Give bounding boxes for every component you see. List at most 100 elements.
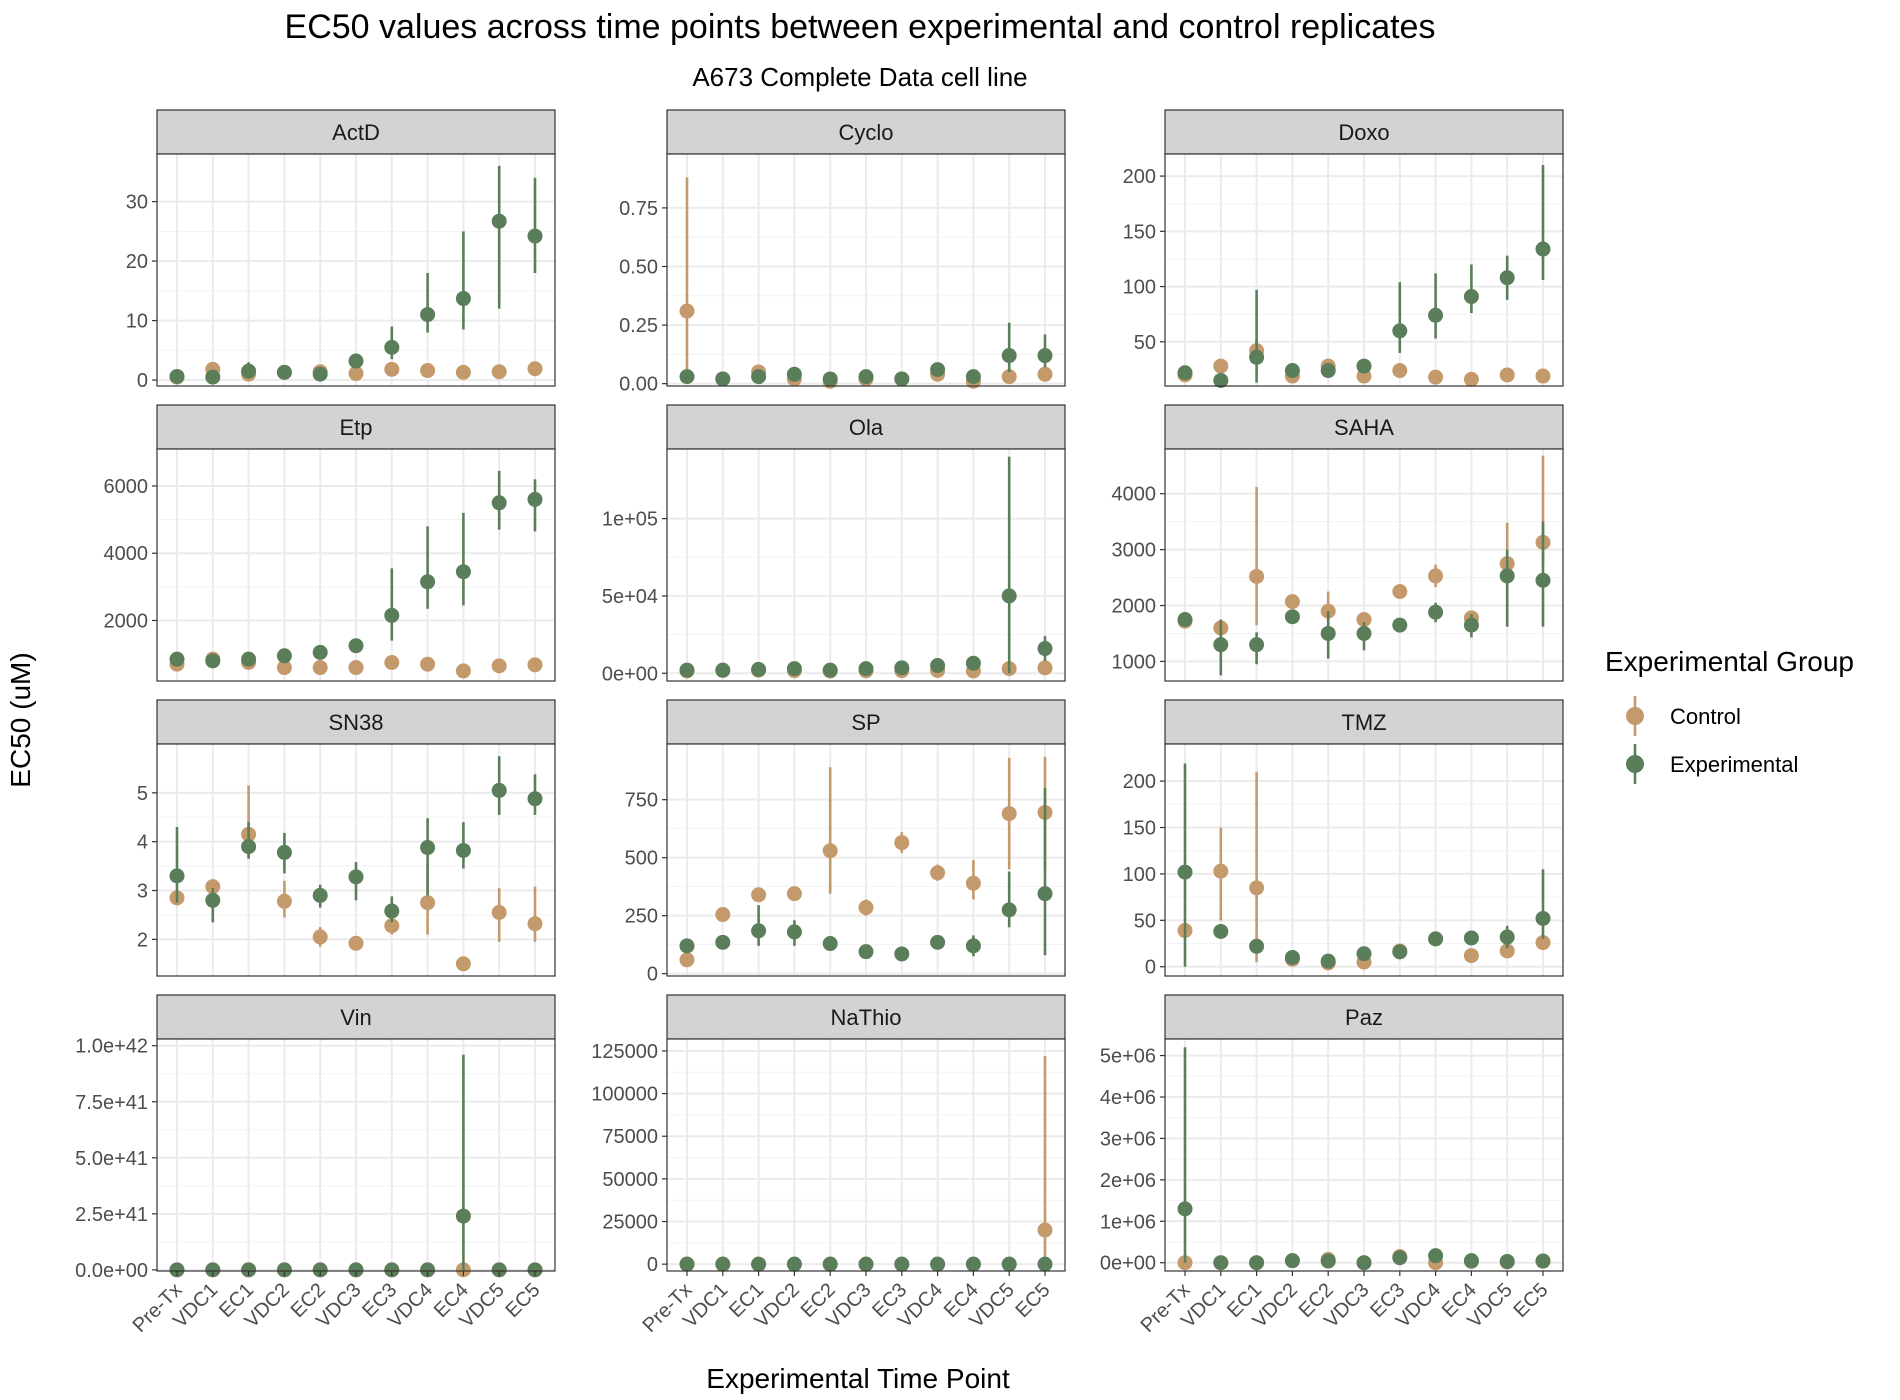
experimental-point [822, 936, 838, 952]
experimental-point [348, 353, 364, 369]
control-point [1249, 880, 1265, 896]
y-tick-label: 200 [1123, 166, 1156, 188]
y-tick-label: 0 [1145, 957, 1156, 979]
experimental-point [715, 662, 731, 678]
experimental-point [420, 840, 436, 856]
experimental-point [205, 892, 221, 908]
y-tick-label: 0.00 [619, 374, 658, 396]
control-point [1499, 943, 1515, 959]
y-tick-label: 200 [1123, 771, 1156, 793]
experimental-point [786, 366, 802, 382]
control-point [1463, 948, 1479, 964]
y-tick-label: 0e+00 [602, 663, 658, 685]
control-point [384, 361, 400, 377]
control-point [384, 918, 400, 934]
experimental-point [1428, 604, 1444, 620]
experimental-point [169, 868, 185, 884]
experimental-point [894, 660, 910, 676]
experimental-point [1001, 348, 1017, 364]
experimental-point [858, 369, 874, 385]
facet-actd: ActD 0 10 20 30 [126, 109, 556, 392]
experimental-point [1428, 307, 1444, 323]
control-point [822, 843, 838, 859]
legend-items: Control Experimental [1626, 696, 1798, 784]
control-point [348, 660, 364, 676]
y-tick-label: 2000 [104, 610, 149, 632]
experimental-point [1535, 1253, 1551, 1269]
experimental-point [1001, 1256, 1017, 1272]
y-tick-label: 50 [1134, 332, 1156, 354]
experimental-point [276, 648, 292, 664]
y-axis-label: EC50 (uM) [5, 652, 36, 787]
experimental-point [1284, 609, 1300, 625]
legend-label: Experimental [1670, 752, 1798, 777]
y-tick-label: 125000 [591, 1041, 658, 1063]
facet-strip [1164, 699, 1564, 745]
experimental-point [679, 1256, 695, 1272]
y-tick-label: 4000 [1112, 484, 1157, 506]
facet-saha: SAHA 1000 2000 3000 4000 [1112, 404, 1564, 682]
facet-ola: Ola 0e+00 5e+04 1e+05 [602, 404, 1066, 685]
facet-panel-border [666, 743, 1066, 977]
experimental-point [276, 1262, 292, 1278]
facet-strip-label: ActD [332, 120, 380, 145]
y-tick-label: 75000 [602, 1126, 658, 1148]
control-point [420, 895, 436, 911]
y-tick-label: 10 [126, 311, 148, 333]
control-point [348, 935, 364, 951]
chart-subtitle: A673 Complete Data cell line [692, 62, 1027, 92]
y-tick-label: 150 [1123, 221, 1156, 243]
experimental-point [384, 339, 400, 355]
control-point [276, 660, 292, 676]
control-point [420, 656, 436, 672]
experimental-point [965, 938, 981, 954]
y-tick-label: 2 [137, 929, 148, 951]
facet-strip [666, 404, 1066, 450]
experimental-point [384, 903, 400, 919]
experimental-point [1392, 1250, 1408, 1266]
x-tick-label: EC5 [1509, 1279, 1552, 1322]
experimental-point [527, 228, 543, 244]
experimental-point [348, 638, 364, 654]
control-point [715, 907, 731, 923]
experimental-point [455, 1208, 471, 1224]
experimental-point [1535, 241, 1551, 257]
experimental-point [822, 662, 838, 678]
experimental-point [527, 1262, 543, 1278]
experimental-point [1356, 358, 1372, 374]
experimental-point [1249, 1255, 1265, 1271]
y-tick-label: 50000 [602, 1169, 658, 1191]
control-point [527, 361, 543, 377]
facet-nathio: NaThio0250005000075000100000125000Pre-Tx… [591, 994, 1066, 1337]
experimental-point [1037, 886, 1053, 902]
control-point [455, 956, 471, 972]
experimental-point [312, 887, 328, 903]
experimental-point [241, 651, 257, 667]
facet-strip-label: Vin [340, 1005, 371, 1030]
experimental-point [1320, 953, 1336, 969]
facet-strip-label: Doxo [1338, 120, 1389, 145]
experimental-point [1213, 1255, 1229, 1271]
experimental-point [894, 371, 910, 387]
experimental-point [786, 924, 802, 940]
legend-label: Control [1670, 704, 1741, 729]
y-tick-label: 2000 [1112, 596, 1157, 618]
control-point [455, 364, 471, 380]
control-point [527, 657, 543, 673]
experimental-point [169, 651, 185, 667]
control-point [312, 660, 328, 676]
experimental-point [1037, 1256, 1053, 1272]
experimental-point [1249, 637, 1265, 653]
y-tick-label: 150 [1123, 818, 1156, 840]
experimental-point [715, 1256, 731, 1272]
facet-strip-label: NaThio [831, 1005, 902, 1030]
facet-strip [1164, 109, 1564, 155]
experimental-point [348, 869, 364, 885]
y-tick-label: 0 [647, 964, 658, 986]
experimental-point [527, 791, 543, 807]
legend-key-point [1626, 755, 1644, 773]
facet-strip-label: SAHA [1334, 415, 1394, 440]
control-point [1535, 935, 1551, 951]
facet-strip [1164, 404, 1564, 450]
control-point [1249, 568, 1265, 584]
